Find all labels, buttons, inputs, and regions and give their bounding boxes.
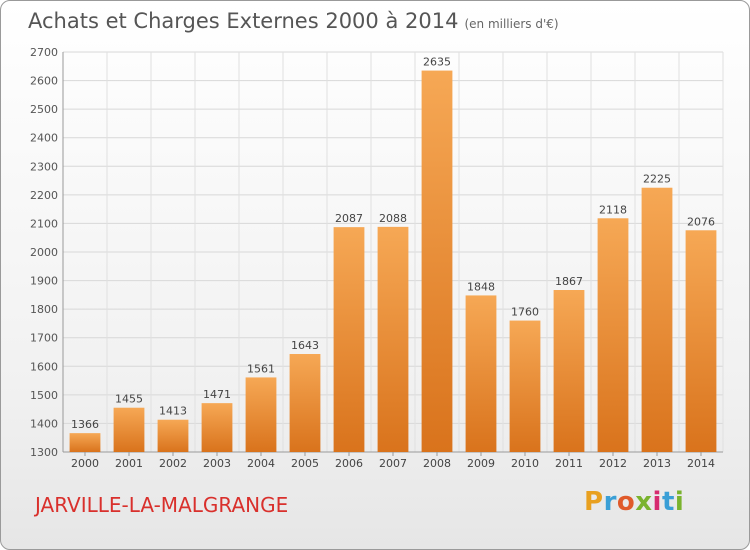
bar-2002: [158, 420, 189, 452]
y-tick-label: 2700: [30, 46, 58, 59]
x-tick-label: 2002: [159, 457, 187, 470]
x-tick-label: 2010: [511, 457, 539, 470]
x-tick-label: 2009: [467, 457, 495, 470]
value-label: 2635: [423, 56, 451, 69]
value-label: 1643: [291, 339, 319, 352]
bar-chart: 1300 1400 1500 1600 1700 1800 1900 2000 2100 2200…: [1, 1, 750, 550]
y-tick-label: 2200: [30, 189, 58, 202]
proxiti-logo: Proxiti: [584, 487, 684, 517]
y-tick-label: 2500: [30, 103, 58, 116]
x-tick-label: 2011: [555, 457, 583, 470]
logo-letter: P: [584, 487, 604, 517]
x-tick-label: 2012: [599, 457, 627, 470]
bar-2006: [334, 227, 365, 452]
commune-name: JARVILLE-LA-MALGRANGE: [35, 493, 288, 517]
value-label: 2076: [687, 215, 715, 228]
bar-2003: [202, 403, 233, 452]
y-tick-label: 1700: [30, 332, 58, 345]
logo-letter: i: [653, 487, 662, 517]
value-label: 1867: [555, 275, 583, 288]
value-label: 1366: [71, 418, 99, 431]
bar-2009: [466, 295, 497, 452]
value-label: 2087: [335, 212, 363, 225]
value-label: 1561: [247, 362, 275, 375]
y-tick-label: 2000: [30, 246, 58, 259]
bar-2013: [642, 188, 673, 452]
y-tick-label: 2100: [30, 217, 58, 230]
value-label: 1413: [159, 405, 187, 418]
value-label: 1760: [511, 306, 539, 319]
logo-letter: o: [617, 487, 635, 517]
x-tick-label: 2003: [203, 457, 231, 470]
value-label: 1455: [115, 393, 143, 406]
y-tick-label: 1800: [30, 303, 58, 316]
logo-letter: r: [604, 487, 617, 517]
logo-letter: x: [635, 487, 652, 517]
x-tick-label: 2005: [291, 457, 319, 470]
y-tick-label: 2600: [30, 75, 58, 88]
x-tick-label: 2004: [247, 457, 275, 470]
y-tick-label: 1400: [30, 417, 58, 430]
bar-2000: [70, 433, 101, 452]
bar-2012: [598, 218, 629, 452]
bar-2004: [246, 377, 277, 452]
x-tick-label: 2000: [71, 457, 99, 470]
value-label: 2225: [643, 173, 671, 186]
x-tick-label: 2006: [335, 457, 363, 470]
x-tick-label: 2001: [115, 457, 143, 470]
bar-2014: [686, 230, 717, 452]
bar-2001: [114, 408, 145, 452]
bar-2011: [554, 290, 585, 452]
y-tick-label: 2400: [30, 132, 58, 145]
value-label: 1848: [467, 280, 495, 293]
value-label: 2118: [599, 203, 627, 216]
logo-letter: t: [662, 487, 675, 517]
x-tick-label: 2008: [423, 457, 451, 470]
bar-2005: [290, 354, 321, 452]
bar-2008: [422, 71, 453, 452]
x-tick-label: 2013: [643, 457, 671, 470]
bar-2010: [510, 321, 541, 452]
y-tick-label: 1600: [30, 360, 58, 373]
y-tick-label: 2300: [30, 160, 58, 173]
y-tick-label: 1900: [30, 275, 58, 288]
value-label: 1471: [203, 388, 231, 401]
value-label: 2088: [379, 212, 407, 225]
y-tick-label: 1300: [30, 446, 58, 459]
chart-frame: Achats et Charges Externes 2000 à 2014 (e…: [0, 0, 750, 550]
logo-letter: i: [675, 487, 684, 517]
y-tick-label: 1500: [30, 389, 58, 402]
bar-2007: [378, 227, 409, 452]
x-tick-label: 2007: [379, 457, 407, 470]
x-tick-label: 2014: [687, 457, 715, 470]
